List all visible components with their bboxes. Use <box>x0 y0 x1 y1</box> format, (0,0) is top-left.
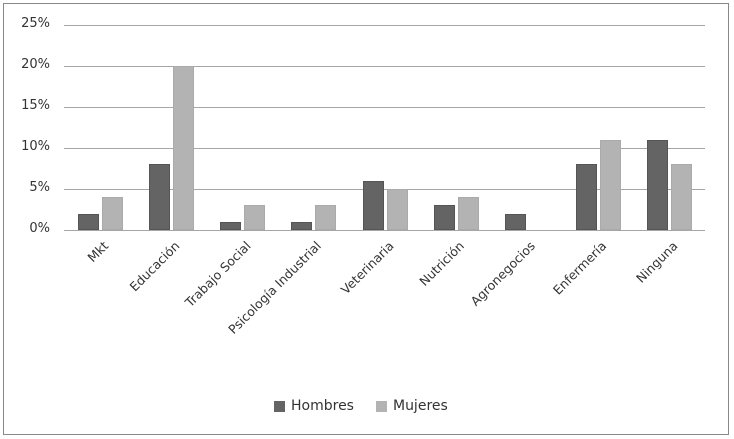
y-tick-label: 20% <box>21 57 50 72</box>
gridline <box>64 189 705 190</box>
legend: Hombres Mujeres <box>274 398 448 414</box>
plot-area <box>64 25 705 231</box>
bar-hombres <box>647 139 669 230</box>
bar-hombres <box>77 213 99 230</box>
legend-label-mujeres: Mujeres <box>392 398 448 414</box>
y-tick-label: 0% <box>29 221 50 236</box>
y-tick-label: 15% <box>21 98 50 113</box>
gridline <box>64 66 705 67</box>
gridline <box>64 230 705 231</box>
bar-hombres <box>433 205 455 230</box>
legend-swatch-hombres <box>274 400 285 412</box>
bar-hombres <box>220 221 242 230</box>
y-tick-label: 25% <box>21 16 50 31</box>
bar-mujeres <box>244 205 266 230</box>
bar-hombres <box>576 164 598 230</box>
gridline <box>64 148 705 149</box>
legend-swatch-mujeres <box>375 400 387 412</box>
legend-label-hombres: Hombres <box>291 398 354 414</box>
bar-hombres <box>291 221 313 230</box>
bar-mujeres <box>101 197 123 230</box>
y-tick-label: 10% <box>21 139 50 154</box>
bar-mujeres <box>600 139 622 230</box>
gridline <box>64 25 705 26</box>
bar-mujeres <box>457 197 479 230</box>
bar-mujeres <box>671 164 693 230</box>
bar-mujeres <box>315 205 337 230</box>
bar-hombres <box>148 164 170 230</box>
bar-mujeres <box>386 189 408 230</box>
gridline <box>64 107 705 108</box>
bar-hombres <box>504 213 526 230</box>
y-tick-label: 5% <box>29 180 50 195</box>
bar-mujeres <box>172 66 194 230</box>
bar-hombres <box>362 180 384 230</box>
